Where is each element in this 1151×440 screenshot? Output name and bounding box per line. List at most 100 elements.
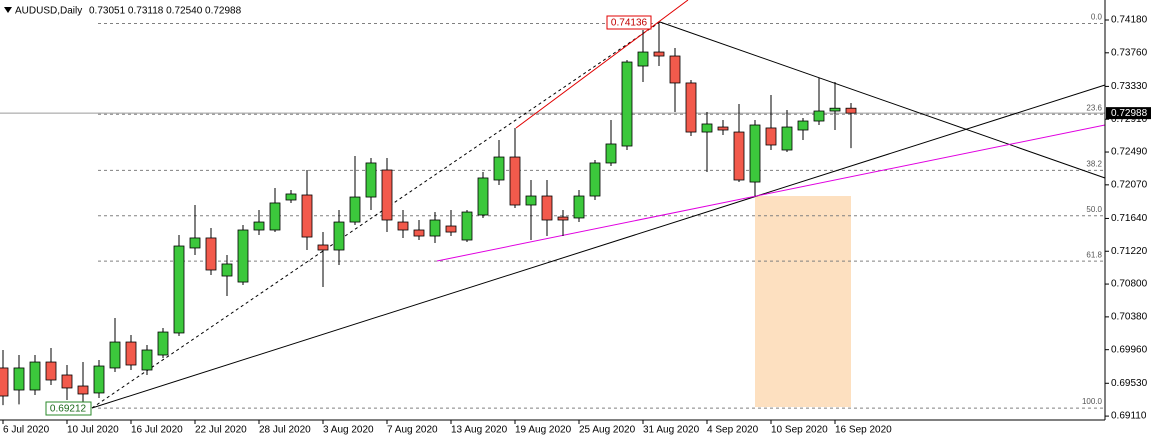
y-tick-label: 0.69110 [1111,411,1147,422]
candle-body [381,169,393,221]
low-marker [45,401,92,416]
x-tick-label: 10 Sep 2020 [771,425,828,436]
ohlc-label: 0.73051 0.73118 0.72540 0.72988 [89,6,242,17]
high-marker [606,15,652,30]
candle-body [525,195,537,206]
candle-body [685,82,697,133]
candle-body [733,131,745,181]
fib-level-label: 38.2 [1086,159,1102,168]
candle-body [429,219,441,237]
candle-body [573,195,585,219]
x-tick-label: 6 Jul 2020 [3,425,50,436]
candle-body [61,374,73,389]
x-tick-label: 4 Sep 2020 [707,425,759,436]
candle-body [301,194,313,238]
chart-title: AUDUSD,Daily [15,6,82,17]
candle-body [669,55,681,84]
candle-body [365,162,377,198]
fib-level-label: 0.0 [1091,13,1103,22]
candle-body [125,341,137,366]
y-tick-label: 0.70380 [1111,312,1148,323]
candle-body [109,341,121,369]
y-tick-label: 0.71220 [1111,246,1148,257]
candle-body [45,361,57,381]
candle-body [461,211,473,241]
y-tick-label: 0.69530 [1111,378,1148,389]
price-axis: 0.74180 0.73760 0.73330 0.72910 0.72490 0.720… [2,15,1151,436]
fib-level-label: 50.0 [1086,205,1102,214]
low-label: 0.69212 [50,404,87,415]
candle-body [717,126,729,131]
fib-level-label: 61.8 [1086,250,1102,259]
candle-body [29,361,41,391]
candle-body [605,143,617,164]
candle-body [77,385,89,395]
candle-body [477,177,489,216]
y-tick-label: 0.72070 [1111,179,1148,190]
x-tick-label: 7 Aug 2020 [387,425,438,436]
candle-body [541,195,553,221]
candle-body [765,127,777,146]
x-tick-label: 13 Aug 2020 [451,425,508,436]
candles [0,23,857,409]
candle-body [189,237,201,249]
candle-body [813,110,825,122]
candle-body [413,229,425,237]
fib-level-label: 100.0 [1082,397,1103,406]
x-tick-label: 3 Aug 2020 [323,425,374,436]
candle-body [173,245,185,334]
y-tick-label: 0.70800 [1111,279,1148,290]
candle-body [333,221,345,251]
y-tick-label: 0.72490 [1111,147,1148,158]
x-tick-label: 16 Sep 2020 [835,425,892,436]
candle-body [93,365,105,394]
candle-body [637,51,649,67]
candle-body [397,221,409,231]
highlight-zone [755,196,851,407]
trend-resistance [659,21,1106,179]
candle-body [221,263,233,277]
y-tick-label: 0.73760 [1111,47,1148,58]
x-tick-label: 16 Jul 2020 [131,425,183,436]
x-tick-label: 10 Jul 2020 [67,425,119,436]
candle-body [0,367,9,397]
candle-body [829,107,841,112]
candle-body [445,225,457,233]
candle-body [781,126,793,151]
x-tick-label: 28 Jul 2020 [259,425,311,436]
y-tick-label: 0.69960 [1111,344,1148,355]
candle-body [621,61,633,147]
y-tick-label: 0.73330 [1111,81,1148,92]
x-tick-label: 25 Aug 2020 [579,425,636,436]
candle-body [205,237,217,271]
candle-body [589,162,601,197]
trend-red [515,0,689,129]
price-tag [1106,107,1151,120]
trend-support [91,84,1106,409]
price-tag-label: 0.72988 [1111,108,1148,119]
candle-body [269,202,281,231]
x-tick-label: 31 Aug 2020 [643,425,700,436]
candle-body [557,216,569,221]
x-tick-label: 22 Jul 2020 [195,425,247,436]
candle-body [157,331,169,356]
menu-icon[interactable] [4,7,12,13]
candle-body [13,367,25,391]
candle-body [845,107,857,114]
fib-level-label: 23.6 [1086,103,1102,112]
candle-body [237,229,249,283]
candle-body [701,123,713,133]
y-tick-label: 0.74180 [1111,15,1148,26]
candle-body [509,156,521,206]
candle-body [493,156,505,181]
candle-body [317,244,329,251]
high-label: 0.74136 [611,18,648,29]
y-tick-label: 0.72910 [1111,114,1148,125]
candle-body [253,221,265,231]
candle-body [285,193,297,201]
trend-magenta [436,124,1106,262]
candle-body [141,349,153,371]
x-tick-label: 19 Aug 2020 [515,425,572,436]
